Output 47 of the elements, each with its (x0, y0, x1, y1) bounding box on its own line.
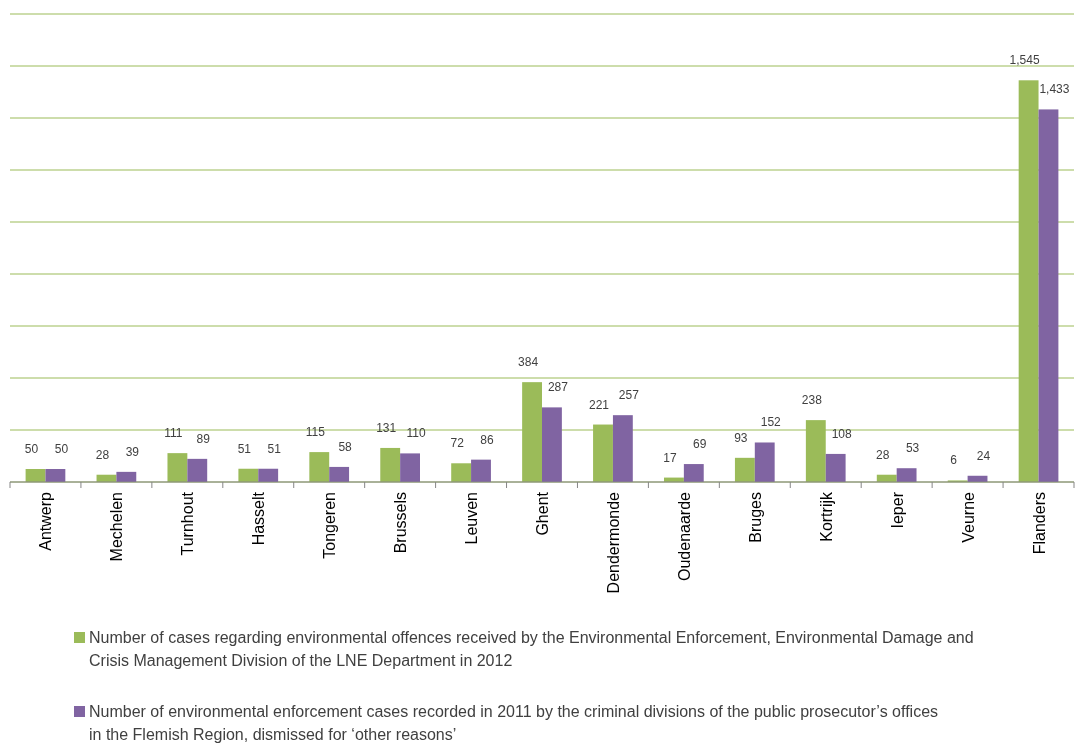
data-label: 51 (237, 441, 252, 456)
data-label: 1,545 (1009, 53, 1040, 68)
data-label: 6 (950, 453, 958, 468)
data-label: 69 (693, 437, 707, 452)
data-label: 58 (338, 439, 353, 454)
x-tick-label: Leuven (463, 492, 481, 545)
data-label: 257 (618, 388, 640, 403)
data-label: 93 (734, 430, 748, 445)
data-label: 39 (125, 444, 140, 459)
x-tick-label: Ghent (534, 491, 551, 536)
x-tick-label: Bruges (746, 492, 764, 543)
legend-label: Number of cases regarding environmental offences received by the Environmental Enforcement, Environmental Damage and Crisis Management Division of the LNE Department in 2012 (89, 629, 974, 669)
data-label: 238 (801, 393, 823, 408)
x-tick-label: Tongeren (321, 492, 339, 559)
x-tick-label: Flanders (1030, 492, 1048, 555)
x-tick-label: Oudenaarde (675, 491, 693, 581)
data-label: 86 (480, 432, 494, 447)
data-label: 152 (760, 415, 782, 430)
x-tick-label: Brussels (392, 492, 410, 554)
x-tick-label: Ieper (888, 491, 906, 529)
data-label: 51 (267, 441, 282, 456)
x-tick-label: Dendermonde (604, 491, 622, 594)
data-label: 131 (376, 420, 397, 435)
x-tick-label: Hasselt (250, 491, 268, 546)
data-label: 50 (24, 442, 39, 456)
data-label: 28 (95, 447, 110, 462)
x-tick-label: Antwerp (37, 491, 55, 551)
data-label: 287 (547, 380, 569, 395)
data-label: 72 (450, 436, 465, 451)
x-tick-label: Mechelen (108, 492, 126, 562)
data-label: 221 (588, 397, 610, 412)
data-label: 384 (518, 355, 539, 370)
data-label: 17 (663, 450, 677, 465)
data-label: 89 (196, 431, 211, 446)
data-label: 28 (876, 447, 890, 462)
legend-label: Number of environmental enforcement cases recorded in 2011 by the criminal divisions of the public prosecutor’s offices in the Flemish Region, dismissed for ‘other reasons’ (89, 703, 939, 743)
data-label: 115 (305, 425, 326, 440)
data-label: 111 (164, 426, 183, 441)
data-label: 108 (831, 426, 852, 441)
x-tick-label: Kortrijk (817, 491, 835, 542)
data-label: 24 (976, 448, 991, 463)
x-tick-label: Turnhout (179, 491, 197, 556)
data-label: 53 (905, 441, 920, 456)
x-tick-label: Veurne (959, 491, 977, 543)
data-label: 50 (54, 442, 69, 456)
data-label: 110 (406, 426, 426, 441)
data-label: 1,433 (1039, 82, 1070, 97)
